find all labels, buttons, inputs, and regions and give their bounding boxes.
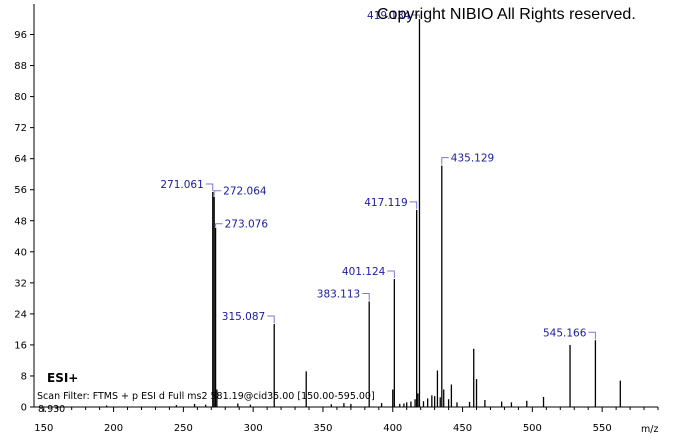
x-axis-ticks: 150 200 250 300 350 400 450 500 550 xyxy=(34,407,659,434)
y-tick-label: 64 xyxy=(14,154,27,165)
peak-label: 419.134 xyxy=(367,10,411,22)
peak-label-leader xyxy=(205,183,214,192)
peak-label-leader xyxy=(267,315,275,323)
y-tick-label: 96 xyxy=(14,30,27,41)
peak-label-leader xyxy=(215,223,223,227)
y-axis-ticks: 0 8 16 24 32 40 48 56 64 72 80 88 96 xyxy=(14,30,34,414)
y-tick-label: 56 xyxy=(14,185,27,196)
x-tick-label: 550 xyxy=(593,423,612,434)
peak-label: 435.129 xyxy=(451,153,494,165)
peak-label: 545.166 xyxy=(543,327,587,339)
y-tick-label: 48 xyxy=(14,216,27,227)
x-tick-label: 350 xyxy=(313,423,332,434)
axes xyxy=(33,4,658,408)
peak-label: 273.076 xyxy=(225,219,269,231)
spectrum-peaks xyxy=(105,19,621,407)
ionization-mode-label: ESI+ xyxy=(47,371,78,385)
y-tick-label: 24 xyxy=(14,309,27,320)
x-tick-label: 200 xyxy=(104,423,123,434)
y-tick-label: 40 xyxy=(14,247,27,258)
x-tick-label: 400 xyxy=(383,423,402,434)
y-tick-label: 88 xyxy=(14,61,27,72)
peak-label: 272.064 xyxy=(223,186,267,198)
x-tick-label: 250 xyxy=(174,423,193,434)
y-tick-label: 16 xyxy=(14,340,27,351)
peak-label-leader xyxy=(387,270,395,278)
peak-labels: 271.061 272.064 273.076 315.087 383.113 401.1… xyxy=(160,10,596,340)
peak-label-leader xyxy=(409,201,418,209)
x-tick-label: 300 xyxy=(244,423,263,434)
x-axis-unit-label: m/z xyxy=(641,424,658,434)
copyright-notice: Copyright NIBIO All Rights reserved. xyxy=(377,6,636,23)
peak-label-leader xyxy=(362,292,370,301)
peak-label: 417.119 xyxy=(364,197,407,209)
y-tick-label: 80 xyxy=(14,92,27,103)
y-tick-label: 32 xyxy=(14,278,27,289)
base-value-text: 8.930 xyxy=(38,404,65,415)
x-tick-label: 150 xyxy=(34,423,53,434)
peak-label-leader xyxy=(213,190,222,196)
peak-label: 271.061 xyxy=(160,179,203,191)
y-tick-label: 72 xyxy=(14,123,27,134)
x-tick-label: 500 xyxy=(523,423,542,434)
peak-label: 401.124 xyxy=(342,266,386,278)
x-tick-label: 450 xyxy=(453,423,472,434)
y-tick-label: 0 xyxy=(21,403,27,414)
peak-label: 383.113 xyxy=(317,288,360,300)
y-tick-label: 8 xyxy=(21,371,27,382)
peak-label: 315.087 xyxy=(222,311,265,323)
peak-label-leader xyxy=(412,14,420,18)
peak-label-leader xyxy=(588,331,596,340)
peak-label-leader xyxy=(441,157,449,165)
scan-filter-text: Scan Filter: FTMS + p ESI d Full ms2 581… xyxy=(37,391,375,402)
